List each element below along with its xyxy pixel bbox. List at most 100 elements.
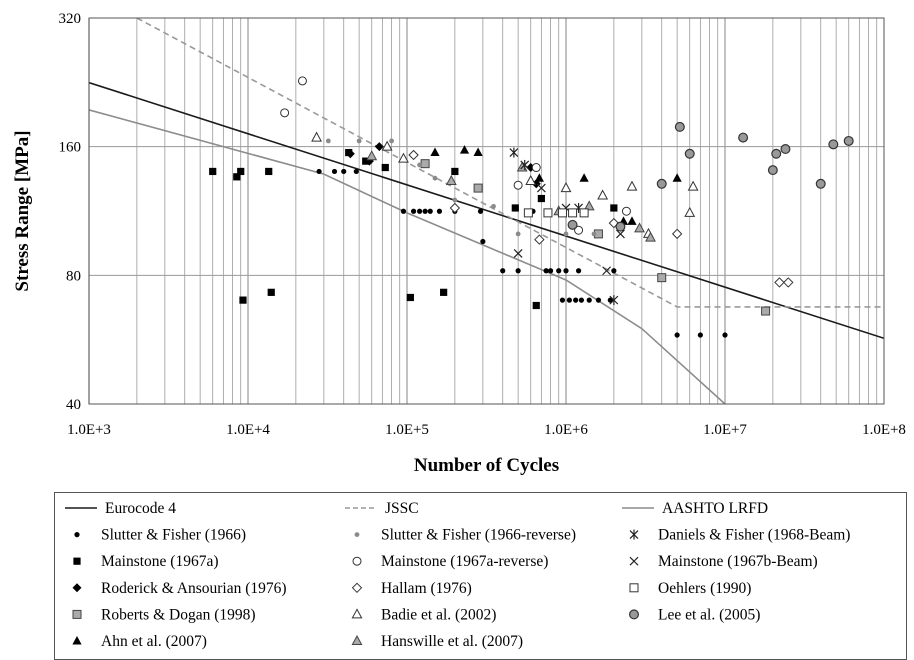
y-tick-label: 80: [66, 268, 81, 284]
marker-mainstone-1967a: [209, 167, 217, 176]
marker-mainstone-1967b-beam: [602, 266, 612, 276]
marker-slutter-fisher-1966-reverse: [491, 203, 496, 209]
marker-slutter-fisher-1966: [436, 208, 443, 214]
marker-hanswille-et-al-2007: [634, 222, 645, 233]
marker-mainstone-1967a-reverse: [280, 108, 290, 118]
marker-legend-oehlers-1990-: [629, 583, 639, 593]
legend-entry-label: Mainstone (1967b-Beam): [658, 553, 818, 570]
legend-entry-label: Roberts & Dogan (1998): [101, 606, 256, 623]
marker-slutter-fisher-1966: [595, 297, 602, 303]
legend-entry-label: Slutter & Fisher (1966): [101, 527, 246, 544]
marker-lee-et-al-2005: [771, 148, 782, 159]
marker-slutter-fisher-1966-reverse: [515, 231, 521, 237]
x-axis-title: Number of Cycles: [414, 455, 559, 476]
marker-slutter-fisher-1966: [331, 168, 338, 175]
tick-labels: 1.0E+3 1.0E+4 1.0E+5 1.0E+6 1.0E+7 1.0E+8 40 80…: [59, 11, 906, 438]
marker-hanswille-et-al-2007: [583, 200, 595, 211]
y-tick-label: 160: [59, 140, 82, 156]
marker-mainstone-1967a: [239, 296, 247, 304]
marker-daniels-fisher-1968-beam: [609, 295, 619, 306]
marker-ahn-et-al-2007: [473, 147, 483, 157]
marker-legend-slutter-fisher-1966-: [74, 532, 80, 538]
marker-slutter-fisher-1966: [563, 268, 569, 274]
legend-entry-label: AASHTO LRFD: [662, 500, 768, 517]
marker-mainstone-1967a-reverse: [531, 163, 541, 173]
marker-hallam-1976: [408, 149, 419, 161]
marker-legend-mainstone-1967a-: [73, 557, 81, 565]
marker-slutter-fisher-1966: [477, 208, 484, 214]
marker-slutter-fisher-1966: [566, 297, 572, 303]
marker-hanswille-et-al-2007: [445, 174, 457, 185]
marker-slutter-fisher-1966: [341, 168, 347, 175]
marker-slutter-fisher-1966: [316, 168, 322, 175]
chart: 1.0E+3 1.0E+4 1.0E+5 1.0E+6 1.0E+7 1.0E+8 40 80…: [12, 11, 906, 476]
marker-slutter-fisher-1966: [559, 297, 566, 303]
marker-mainstone-1967a: [537, 194, 545, 203]
marker-roderick-ansourian-1976: [345, 149, 355, 159]
x-tick-label: 1.0E+7: [703, 422, 747, 438]
marker-oehlers-1990: [523, 208, 533, 218]
marker-legend-roberts-dogan-1998-: [72, 609, 82, 619]
marker-mainstone-1967a: [532, 301, 540, 310]
marker-ahn-et-al-2007: [627, 216, 637, 225]
legend-entry-label: Mainstone (1967a): [101, 553, 219, 570]
marker-mainstone-1967a: [267, 288, 275, 296]
marker-slutter-fisher-1966-reverse: [563, 231, 569, 237]
marker-slutter-fisher-1966-reverse: [591, 231, 597, 237]
marker-slutter-fisher-1966: [480, 238, 486, 245]
legend-entry-label: Eurocode 4: [105, 500, 176, 517]
marker-badie-et-al-2002: [311, 131, 323, 142]
marker-badie-et-al-2002: [525, 174, 537, 185]
legend-entry-label: JSSC: [385, 500, 419, 517]
marker-slutter-fisher-1966: [607, 297, 613, 303]
marker-badie-et-al-2002: [560, 182, 572, 193]
marker-lee-et-al-2005: [656, 178, 667, 189]
marker-slutter-fisher-1966: [697, 332, 703, 338]
marker-slutter-fisher-1966: [575, 268, 582, 274]
marker-oehlers-1990: [568, 208, 578, 218]
curve-jssc: [136, 18, 884, 308]
marker-slutter-fisher-1966: [500, 268, 506, 274]
marker-daniels-fisher-1968-beam: [520, 159, 530, 170]
marker-legend-slutter-fisher-1966-reverse-: [354, 532, 360, 537]
marker-oehlers-1990: [579, 208, 589, 218]
legend-entry-label: Mainstone (1967a-reverse): [381, 553, 548, 570]
marker-legend-hanswille-et-al-2007-: [351, 634, 363, 645]
marker-slutter-fisher-1966: [400, 208, 407, 214]
marker-slutter-fisher-1966: [422, 208, 428, 214]
marker-lee-et-al-2005: [684, 148, 695, 159]
marker-legend-badie-et-al-2002-: [351, 608, 363, 619]
marker-roberts-dogan-1998: [657, 273, 667, 283]
legend-entry-label: Roderick & Ansourian (1976): [101, 580, 287, 597]
marker-oehlers-1990: [543, 208, 553, 218]
marker-hallam-1976: [534, 234, 545, 245]
marker-mainstone-1967a: [511, 204, 519, 212]
legend: Eurocode 4 Slutter & Fisher (1966) Mainsto…: [54, 492, 907, 660]
x-tick-label: 1.0E+5: [385, 422, 429, 438]
marker-slutter-fisher-1966: [353, 168, 359, 175]
marker-ahn-et-al-2007: [672, 173, 682, 182]
legend-entry-label: Hallam (1976): [381, 580, 472, 597]
marker-mainstone-1967a: [237, 167, 245, 176]
y-tick-label: 40: [66, 397, 81, 413]
marker-legend-ahn-et-al-2007-: [72, 636, 82, 645]
marker-lee-et-al-2005: [780, 144, 791, 155]
marker-roberts-dogan-1998: [761, 306, 771, 316]
marker-mainstone-1967b-beam: [513, 249, 523, 258]
marker-mainstone-1967a-reverse: [513, 180, 523, 190]
legend-entry-label: Slutter & Fisher (1966-reverse): [381, 527, 576, 544]
marker-ahn-et-al-2007: [534, 173, 544, 182]
marker-legend-daniels-fisher-1968-beam-: [629, 529, 639, 540]
marker-ahn-et-al-2007: [430, 147, 440, 157]
marker-slutter-fisher-1966: [427, 208, 433, 214]
marker-lee-et-al-2005: [738, 132, 749, 143]
marker-slutter-fisher-1966-reverse: [432, 175, 438, 181]
marker-slutter-fisher-1966-reverse: [452, 197, 458, 203]
marker-mainstone-1967a: [406, 293, 414, 302]
marker-lee-et-al-2005: [843, 135, 854, 146]
marker-lee-et-al-2005: [815, 178, 826, 189]
marker-slutter-fisher-1966: [547, 268, 554, 274]
grid-lines: [88, 17, 884, 405]
curve-aashto-lrfd: [89, 109, 726, 404]
marker-ahn-et-al-2007: [459, 145, 470, 154]
